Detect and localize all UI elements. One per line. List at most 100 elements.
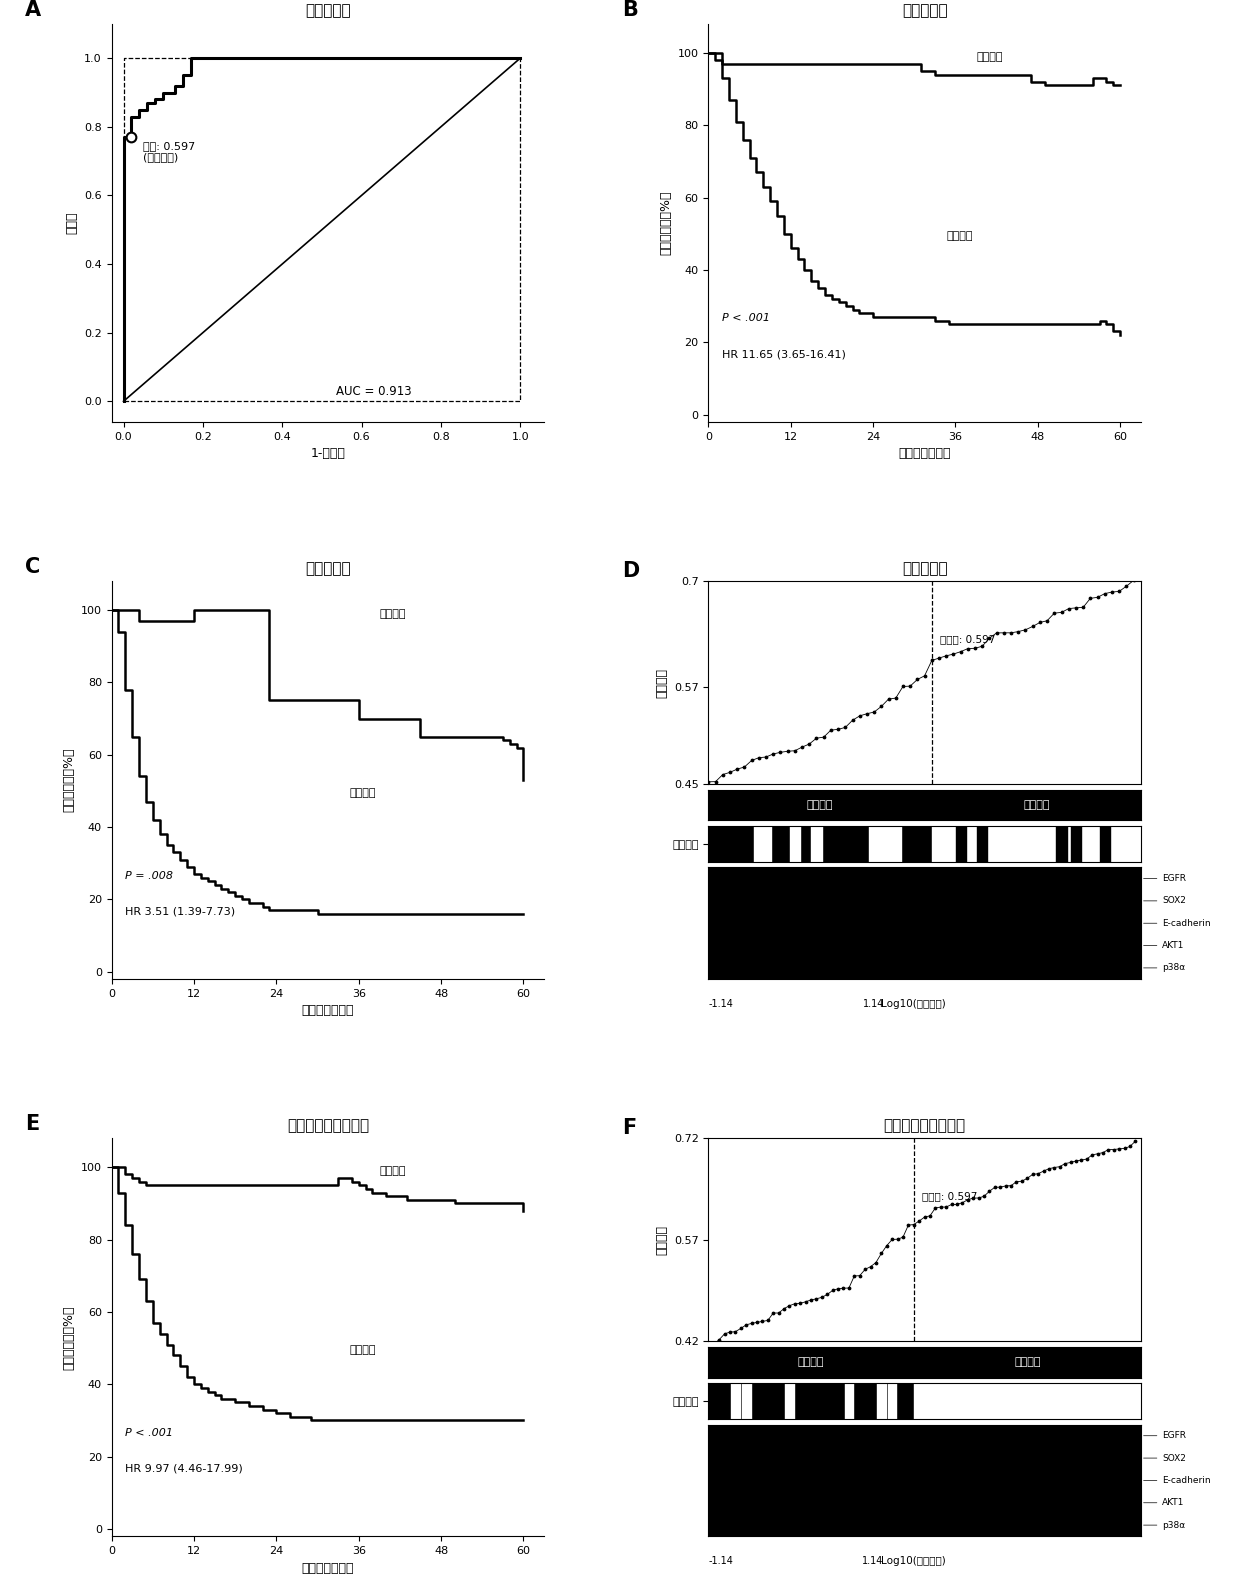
Point [959,1188,978,1213]
Point [704,1331,724,1356]
Point [1007,1169,1027,1194]
Point [899,1213,919,1239]
Point [1115,1135,1135,1161]
Point [872,694,892,720]
Bar [1056,826,1066,861]
Point [1016,618,1035,643]
Bar [708,826,931,861]
Y-axis label: 总体生存率（%）: 总体生存率（%） [62,748,76,812]
Point [1017,1165,1037,1191]
Title: 北京样本群: 北京样本群 [901,560,947,576]
Point [921,648,941,673]
Point [893,1224,913,1250]
Point [849,1262,869,1288]
Point [1001,1173,1021,1199]
Point [1099,1137,1118,1162]
Title: 重庆独立验证样本群: 重庆独立验证样本群 [884,1118,966,1134]
Point [1001,619,1021,645]
Point [734,755,754,780]
Text: 预后不良: 预后不良 [946,231,972,240]
Point [1126,1129,1146,1154]
Point [893,673,913,699]
Point [941,1192,961,1218]
Text: Log10(表达强度): Log10(表达强度) [882,1557,946,1567]
Point [1066,595,1086,621]
Point [1092,1140,1112,1165]
Point [1044,1154,1064,1180]
Point [801,1288,821,1313]
Point [888,1226,908,1251]
Bar [931,790,1141,820]
Point [920,1204,940,1229]
Text: E: E [25,1114,40,1135]
Point [931,1194,951,1219]
Text: EGFR: EGFR [1143,874,1187,884]
Point [1030,610,1050,635]
Point [1037,608,1056,634]
Text: C: C [25,557,41,578]
Point [1095,581,1115,607]
Point [836,715,856,740]
Bar [811,826,822,861]
Point [908,667,928,693]
Point [1087,584,1107,610]
Text: F: F [622,1118,636,1138]
Point [806,1286,826,1312]
Text: -1.14: -1.14 [708,1000,733,1009]
Point [821,718,841,743]
Point [1087,1141,1107,1167]
Title: 鳞癌训练组: 鳞癌训练组 [305,3,351,19]
Point [991,1175,1011,1200]
Text: AUC = 0.913: AUC = 0.913 [336,385,412,398]
Point [737,1312,756,1337]
Point [1039,1156,1059,1181]
Text: D: D [622,560,639,581]
Point [1044,600,1064,626]
Bar [977,826,987,861]
Text: 阈值点: 0.597: 阈值点: 0.597 [940,635,996,645]
Point [764,742,784,767]
Text: Log10(表达强度): Log10(表达强度) [882,1000,946,1009]
Text: 预后不良: 预后不良 [350,1345,376,1355]
Point [849,704,869,729]
Bar [1071,826,1081,861]
Text: EGFR: EGFR [1143,1431,1187,1441]
Text: AKT1: AKT1 [1143,1498,1184,1508]
Point [1123,568,1143,594]
Point [900,673,920,699]
Point [1066,1148,1086,1173]
Point [777,739,797,764]
Text: AKT1: AKT1 [1143,941,1184,950]
Point [1055,1151,1075,1176]
Point [728,756,748,782]
Point [904,1212,924,1237]
Point [882,1227,901,1253]
Point [844,1264,864,1290]
Bar [732,1383,740,1418]
Point [925,1196,945,1221]
Point [929,645,949,670]
Point [828,1277,848,1302]
Point [1050,1154,1070,1180]
Point [817,1282,837,1307]
Text: 阈值: 0.597
(预后分值): 阈值: 0.597 (预后分值) [144,140,196,162]
Point [994,621,1014,646]
Point [706,769,725,794]
Text: HR 11.65 (3.65-16.41): HR 11.65 (3.65-16.41) [722,350,846,360]
Bar [708,1383,914,1418]
Point [1023,613,1043,638]
Text: P < .001: P < .001 [722,314,770,323]
Point [753,1309,773,1334]
Point [1034,1159,1054,1184]
Point [813,724,833,750]
Point [951,638,971,664]
Text: B: B [622,0,637,21]
Bar [956,826,966,861]
Text: A: A [25,0,41,21]
Text: SOX2: SOX2 [1143,1453,1187,1463]
Text: 1.14: 1.14 [862,1557,884,1567]
X-axis label: 生存时间（月）: 生存时间（月） [301,1005,355,1017]
Point [770,740,790,766]
X-axis label: 生存时间（月）: 生存时间（月） [301,1562,355,1574]
Y-axis label: 总体生存率（%）: 总体生存率（%） [62,1305,76,1369]
